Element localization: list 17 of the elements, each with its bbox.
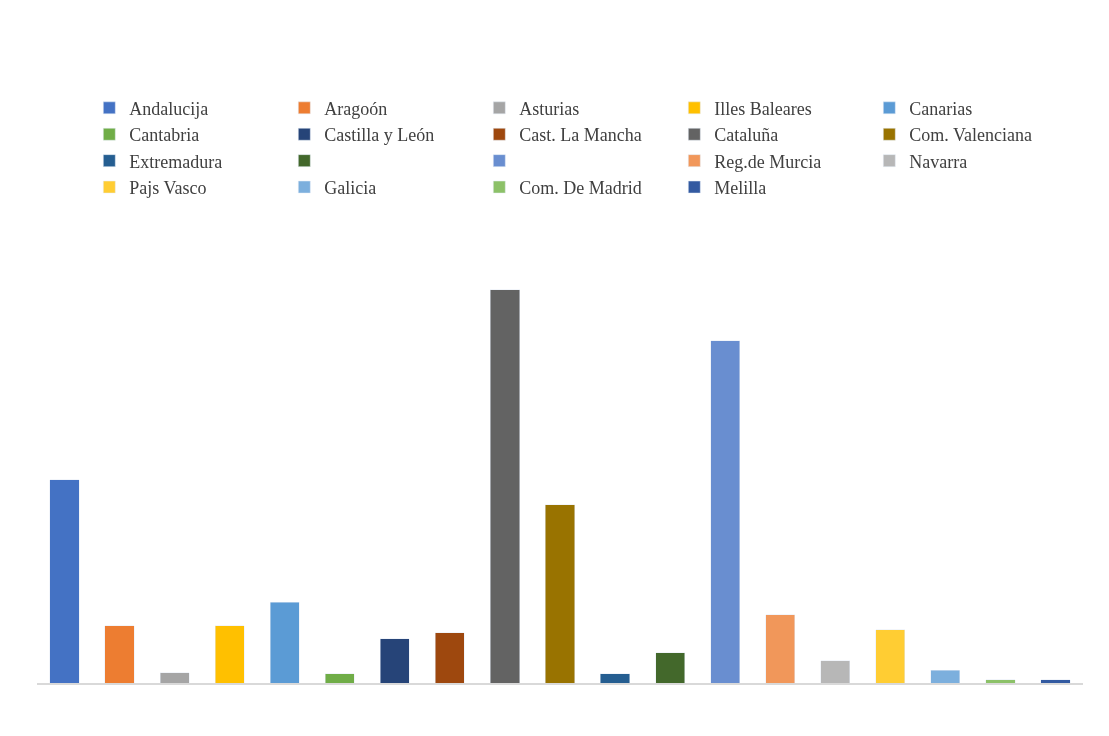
- legend-label: Com. De Madrid: [519, 178, 642, 199]
- legend-label: Aragoón: [324, 98, 388, 119]
- legend-label: Asturias: [519, 98, 580, 119]
- legend-label: Reg.de Murcia: [714, 151, 822, 172]
- legend-label: Cataluña: [714, 125, 779, 146]
- legend-label: Andalucija: [129, 98, 209, 119]
- legend-label: Cantabria: [129, 125, 200, 146]
- legend-label: Extremadura: [129, 151, 223, 172]
- legend-label: Melilla: [714, 178, 767, 199]
- legend-label: Castilla y León: [324, 125, 435, 146]
- legend-label: Canarias: [909, 98, 973, 119]
- legend-label: Navarra: [909, 151, 968, 172]
- legend-label: Illes Baleares: [714, 98, 812, 119]
- legend-label: Pajs Vasco: [129, 178, 207, 199]
- legend-label: Cast. La Mancha: [519, 125, 642, 146]
- legend-label: Galicia: [324, 178, 377, 199]
- legend-label: Com. Valenciana: [909, 125, 1032, 146]
